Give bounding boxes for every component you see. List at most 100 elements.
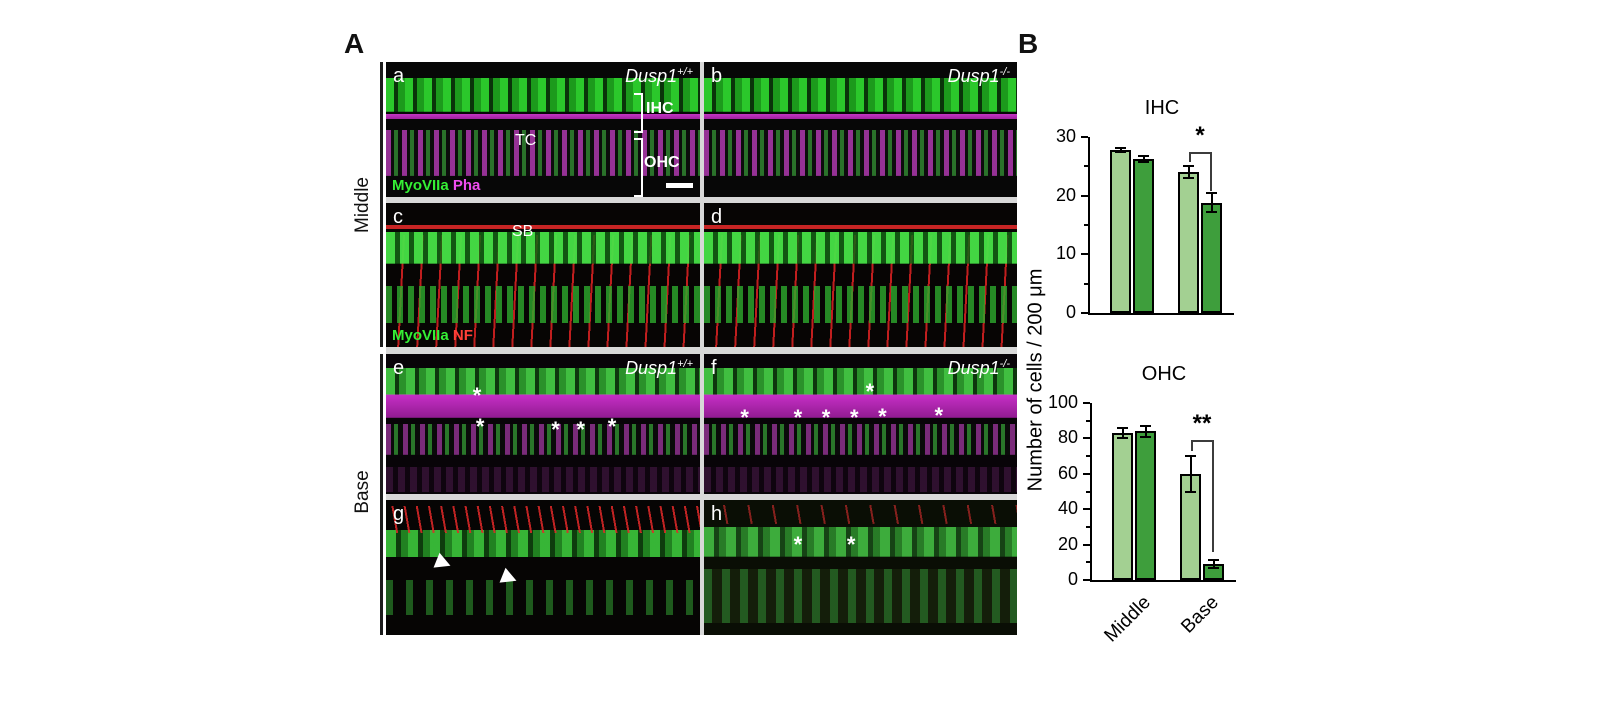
error-cap (1208, 567, 1219, 570)
chart-title: OHC (1141, 363, 1187, 385)
error-cap (1206, 211, 1217, 214)
y-tick (1083, 437, 1090, 440)
middle-group-line (380, 62, 383, 347)
stain-legend-myoviia-pha: MyoVIIa Pha (392, 177, 481, 194)
error-cap (1140, 435, 1151, 438)
y-tick (1083, 472, 1090, 475)
y-tick-label: 20 (1057, 533, 1078, 554)
error-cap (1117, 437, 1128, 440)
row-group-label-middle: Middle (352, 177, 373, 233)
genotype-label: Dusp1-/- (947, 66, 1010, 86)
error-bar (1189, 456, 1192, 492)
tc-label: TC (515, 132, 537, 149)
x-category-label: Base (1177, 592, 1223, 638)
y-minor-tick (1084, 224, 1088, 226)
y-tick-label: 100 (1047, 392, 1078, 412)
error-bar (1142, 155, 1145, 162)
error-bar (1121, 427, 1124, 439)
error-cap (1208, 558, 1219, 561)
y-tick-label: 0 (1065, 302, 1076, 322)
micrograph-panel-g: g (386, 500, 700, 635)
bar-base-series1 (1201, 202, 1222, 313)
y-minor-tick (1086, 490, 1090, 493)
y-tick-label: 30 (1055, 126, 1076, 146)
y-tick (1083, 543, 1090, 546)
y-tick (1083, 402, 1090, 404)
bar-middle-series0 (1112, 433, 1133, 580)
y-minor-tick (1086, 525, 1090, 528)
ohc-bracket (634, 138, 643, 197)
asterisk-marker: * (821, 405, 831, 431)
panel-letter: b (711, 65, 723, 87)
y-tick-label: 0 (1067, 569, 1078, 589)
micrograph-panel-a: a Dusp1+/+ IHC OHC TC MyoVIIa Pha (386, 62, 700, 197)
asterisk-marker: * (846, 531, 856, 557)
bar-base-series0 (1178, 172, 1199, 313)
asterisk-marker: * (849, 405, 859, 431)
asterisk-marker: * (607, 413, 617, 439)
asterisk-marker: * (793, 531, 803, 557)
ihc-bracket (634, 93, 643, 133)
y-minor-tick (1086, 561, 1090, 564)
error-bar (1144, 426, 1147, 437)
error-cap (1115, 151, 1126, 154)
micrograph-panel-b: b Dusp1-/- (704, 62, 1017, 197)
sig-bracket (1190, 440, 1214, 443)
asterisk-marker: * (576, 416, 585, 442)
base-group-line (380, 354, 383, 635)
panel-b-label: B (1018, 28, 1039, 59)
stain-legend-myoviia-nf: MyoVIIa NF (392, 327, 473, 344)
error-cap (1183, 177, 1194, 180)
y-tick (1083, 508, 1090, 511)
asterisk-marker: * (878, 404, 887, 429)
y-tick (1081, 194, 1088, 197)
scale-bar (666, 183, 693, 188)
genotype-label: Dusp1+/+ (625, 358, 693, 378)
y-minor-tick (1084, 282, 1088, 285)
ohc-bar-chart: OHC 0 20 40 60 80 100 Middle Base ** (1048, 363, 1236, 646)
error-cap (1206, 192, 1217, 195)
panel-letter: f (711, 357, 717, 379)
asterisk-marker: * (740, 405, 749, 431)
asterisk-marker: * (475, 413, 485, 439)
x-category-label: Middle (1100, 592, 1155, 647)
panel-letter: d (711, 206, 723, 228)
error-cap (1185, 490, 1196, 493)
panel-letter: g (393, 503, 405, 525)
panel-a-label: A (344, 28, 365, 59)
y-tick (1083, 579, 1090, 581)
ihc-bar-chart: IHC 0 10 20 30 * (1056, 97, 1234, 322)
sig-bracket (1188, 151, 1212, 154)
y-tick-label: 60 (1057, 462, 1078, 483)
asterisk-marker: * (793, 405, 803, 431)
row-group-label-base: Base (352, 470, 373, 514)
arrowhead-marker (433, 553, 454, 574)
genotype-label: Dusp1+/+ (625, 66, 693, 86)
error-cap (1138, 154, 1149, 157)
asterisk-marker: * (934, 402, 944, 428)
y-tick (1081, 136, 1088, 138)
error-cap (1138, 160, 1149, 163)
y-tick (1081, 253, 1088, 256)
y-tick (1081, 312, 1088, 314)
error-cap (1117, 426, 1128, 429)
y-minor-tick (1086, 455, 1090, 458)
error-cap (1140, 425, 1151, 427)
error-bar (1212, 559, 1215, 569)
bar-middle-series1 (1133, 158, 1154, 313)
panel-letter: a (393, 65, 405, 87)
panel-letter: e (393, 357, 405, 379)
asterisk-marker: * (865, 378, 875, 404)
sig-bracket (1188, 151, 1191, 162)
panel-letter: h (711, 503, 723, 525)
arrowhead-marker (499, 567, 520, 589)
asterisk-marker: * (472, 383, 482, 408)
error-bar (1210, 193, 1213, 213)
sig-label: * (1195, 121, 1205, 149)
bar-middle-series0 (1110, 149, 1131, 313)
error-bar (1187, 166, 1190, 179)
micrograph-panel-c: c SB MyoVIIa NF (386, 203, 700, 347)
y-tick-label: 80 (1057, 427, 1078, 448)
sb-label: SB (512, 223, 534, 240)
